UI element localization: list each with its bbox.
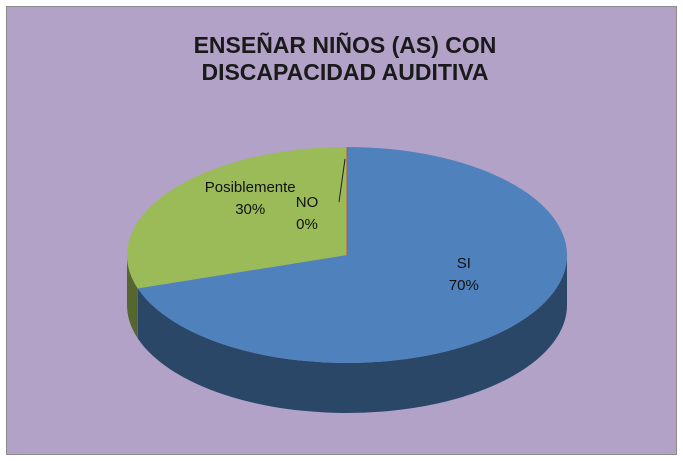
data-label: NO 0% xyxy=(287,192,327,236)
leader-line xyxy=(338,158,346,203)
slice-side-shade xyxy=(127,255,138,339)
slice xyxy=(137,147,567,363)
label-value: 0% xyxy=(296,216,318,233)
slice-side-shade xyxy=(137,255,567,413)
data-label: Posiblemente 30% xyxy=(204,177,296,221)
slice xyxy=(126,147,348,289)
label-category: SI xyxy=(456,255,471,273)
label-value: 30% xyxy=(235,200,266,218)
label-category: Posiblemente xyxy=(204,178,296,196)
label-category: NO xyxy=(295,194,319,211)
chart-title: ENSEÑAR NIÑOS (AS) CON DISCAPACIDAD AUDI… xyxy=(193,32,497,85)
slice-side xyxy=(127,255,138,339)
data-label: SI 70% xyxy=(418,253,510,297)
slice-side xyxy=(137,255,567,413)
label-value: 70% xyxy=(448,277,479,295)
